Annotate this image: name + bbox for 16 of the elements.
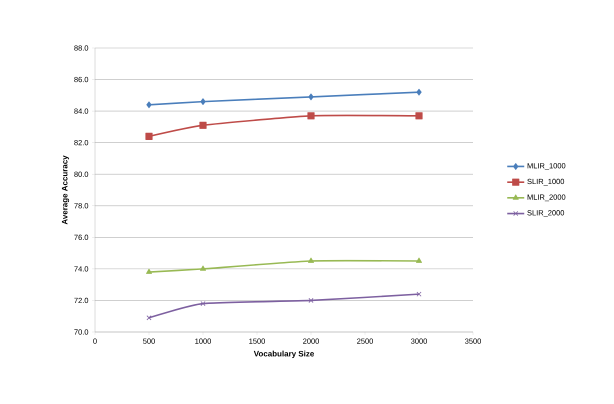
point <box>308 298 314 303</box>
point <box>200 301 206 306</box>
point <box>416 292 422 297</box>
point <box>307 112 315 120</box>
point <box>308 94 314 100</box>
point <box>416 88 422 96</box>
point <box>200 98 206 106</box>
point <box>200 266 206 271</box>
point <box>308 258 314 263</box>
point <box>146 101 152 108</box>
point <box>199 122 207 129</box>
point <box>146 315 152 320</box>
point <box>416 258 422 263</box>
point <box>145 132 153 140</box>
point <box>146 268 152 274</box>
point <box>415 112 423 120</box>
